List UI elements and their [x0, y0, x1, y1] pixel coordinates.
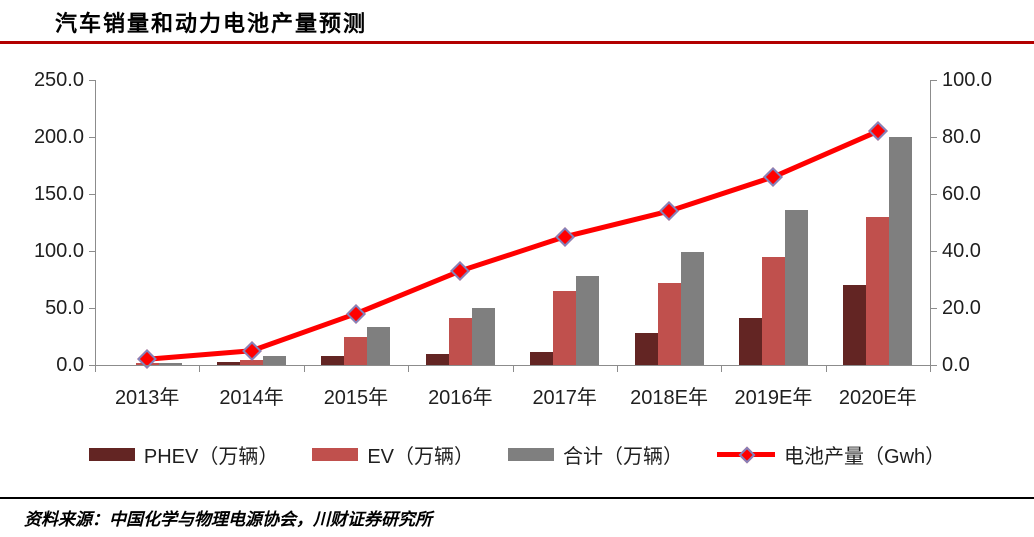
legend-item-total: 合计（万辆）	[508, 440, 683, 469]
bar-total-2020E年	[889, 137, 913, 365]
y-axis-left-line	[95, 80, 96, 366]
legend-label-battery: 电池产量（Gwh）	[784, 445, 946, 468]
y-axis-left-label: 0.0	[56, 354, 84, 376]
bar-ev-2020E年	[866, 216, 890, 365]
bar-phev-2016年	[425, 353, 449, 365]
bar-phev-2014年	[217, 362, 241, 365]
bar-ev-2017年	[553, 290, 577, 365]
y-axis-left-tick	[89, 80, 95, 81]
bar-phev-2015年	[321, 355, 345, 365]
y-axis-right-label: 20.0	[942, 297, 981, 319]
y-axis-left-tick	[89, 194, 95, 195]
x-axis-tick	[199, 365, 201, 372]
chart-legend: PHEV（万辆） EV（万辆） 合计（万辆） 电池产量（Gwh）	[0, 439, 1034, 469]
bar-total-2015年	[367, 327, 391, 365]
y-axis-right-tick	[930, 251, 937, 252]
legend-swatch-battery	[717, 445, 776, 464]
y-axis-right-tick	[930, 137, 937, 138]
y-axis-right-label: 60.0	[942, 183, 981, 205]
x-axis-tick	[303, 365, 305, 372]
legend-item-ev: EV（万辆）	[312, 440, 474, 469]
chart-area: 0.0 50.0 100.0 150.0 200.0 250.0 0.0 20.0 40.0 60…	[33, 69, 993, 409]
x-axis-tick	[825, 365, 827, 372]
legend-label-total: 合计（万辆）	[563, 445, 684, 468]
bar-phev-2018E年	[634, 333, 658, 365]
y-axis-right-line	[930, 80, 931, 366]
x-axis-label: 2015年	[323, 387, 389, 409]
y-axis-right-label: 80.0	[942, 126, 981, 148]
bar-ev-2018E年	[657, 282, 681, 365]
x-axis-label: 2020E年	[838, 387, 917, 409]
legend-swatch-total	[508, 447, 555, 461]
y-axis-right-tick	[930, 365, 937, 366]
bar-phev-2020E年	[843, 285, 867, 365]
x-axis-tick	[512, 365, 514, 372]
y-axis-left-tick	[89, 251, 95, 252]
y-axis-left-label: 100.0	[33, 240, 84, 262]
bar-phev-2013年	[112, 364, 136, 365]
y-axis-left-label: 50.0	[45, 297, 84, 319]
x-axis-tick	[930, 365, 931, 372]
bar-total-2013年	[158, 362, 182, 365]
y-axis-left-tick	[89, 137, 95, 138]
x-axis-tick	[721, 365, 723, 372]
footer-rule	[0, 497, 1034, 499]
y-axis-right-label: 100.0	[942, 69, 993, 91]
bar-total-2016年	[471, 308, 495, 365]
legend-label-ev: EV（万辆）	[367, 445, 475, 468]
x-axis-tick	[616, 365, 618, 372]
title-rule	[0, 41, 1034, 44]
x-axis-label: 2013年	[114, 387, 180, 409]
bar-ev-2015年	[344, 336, 368, 365]
y-axis-right-tick	[930, 308, 937, 309]
plot-area	[95, 80, 930, 370]
x-axis-label: 2014年	[219, 387, 284, 409]
battery-line	[146, 129, 879, 362]
x-axis-tick	[408, 365, 410, 372]
source-note: 资料来源：中国化学与物理电源协会，川财证券研究所	[24, 510, 432, 529]
bar-total-2018E年	[680, 252, 704, 365]
chart-title: 汽车销量和动力电池产量预测	[55, 11, 368, 37]
legend-swatch-phev	[88, 447, 135, 461]
bar-ev-2016年	[448, 318, 472, 365]
legend-item-battery: 电池产量（Gwh）	[717, 440, 945, 469]
y-axis-right-label: 0.0	[942, 354, 970, 376]
bar-phev-2017年	[530, 352, 554, 365]
y-axis-left-tick	[89, 365, 95, 366]
legend-item-phev: PHEV（万辆）	[88, 440, 279, 469]
legend-marker-battery	[738, 446, 756, 464]
bar-ev-2019E年	[761, 256, 785, 365]
bar-total-2017年	[576, 276, 600, 365]
bar-ev-2014年	[240, 359, 264, 365]
y-axis-left-label: 250.0	[33, 69, 84, 91]
y-axis-right-tick	[930, 80, 937, 81]
y-axis-right-tick	[930, 194, 937, 195]
bar-total-2019E年	[784, 209, 808, 365]
x-axis-label: 2016年	[428, 387, 493, 409]
x-axis-label: 2017年	[532, 387, 597, 409]
y-axis-right-label: 40.0	[942, 240, 981, 262]
x-axis-tick	[95, 365, 96, 372]
legend-label-phev: PHEV（万辆）	[143, 445, 279, 468]
y-axis-left-label: 200.0	[33, 126, 84, 148]
y-axis-left-label: 150.0	[33, 183, 84, 205]
legend-swatch-ev	[312, 447, 359, 461]
y-axis-left-tick	[89, 308, 95, 309]
bar-total-2014年	[263, 356, 287, 365]
bar-phev-2019E年	[738, 318, 762, 365]
x-axis-label: 2019E年	[734, 387, 813, 409]
x-axis-label: 2018E年	[630, 387, 708, 409]
